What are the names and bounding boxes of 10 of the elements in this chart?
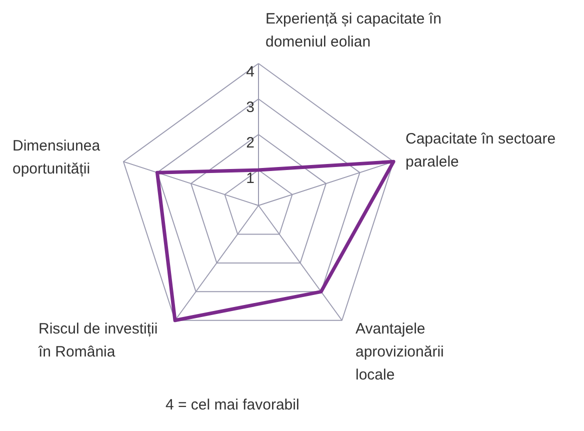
y-tick-label: 2 [246,134,254,152]
text: 4 = cel mai favorabil [166,396,300,414]
spoke-label: Riscul de investiții în România [38,320,158,360]
y-tick-label: 3 [246,99,254,116]
spoke-label: Dimensiunea oportunității [12,138,101,178]
spoke-label: Avantajele aprovizionării locale [356,320,444,384]
spoke-label: Capacitate în sectoare paralele [406,130,556,170]
y-tick-label: 4 [246,64,254,80]
y-tick-label: 1 [246,170,254,187]
spoke-label: Experiență și capacitate în domeniul eolian [266,10,442,50]
